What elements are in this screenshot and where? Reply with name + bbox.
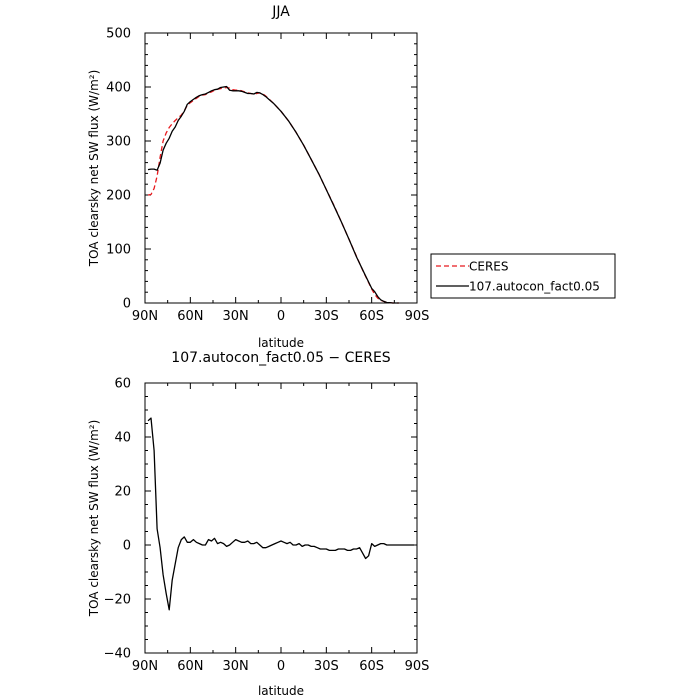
- x-tick-label: 0: [277, 309, 285, 324]
- legend-label-1: 107.autocon_fact0.05: [469, 280, 600, 294]
- x-tick-label: 30N: [223, 309, 249, 324]
- y-tick-label: 500: [106, 27, 131, 42]
- series-line-0: [147, 417, 414, 611]
- y-tick-label: 60: [114, 377, 131, 392]
- top-plot: JJA 90N 60N 30N 0 30S 60S 90S 0 100 200 300 400 500 la…: [87, 4, 429, 350]
- chart-title: JJA: [271, 4, 290, 20]
- x-tick-label: 60N: [177, 309, 203, 324]
- y-tick-label: −20: [104, 593, 131, 608]
- x-tick-label: 90S: [405, 659, 430, 674]
- y-tick-label: 300: [106, 135, 131, 150]
- x-tick-label: 90N: [132, 659, 158, 674]
- x-axis-label: latitude: [258, 336, 304, 350]
- y-tick-label: 100: [106, 243, 131, 258]
- y-axis-label: TOA clearsky net SW flux (W/m²): [87, 420, 101, 618]
- legend-box: [430, 253, 616, 299]
- bottom-plot: 107.autocon_fact0.05 − CERES 90N 60N 30N 0 30…: [87, 350, 429, 698]
- y-tick-label: 40: [114, 431, 131, 446]
- plot-frame: [144, 32, 418, 304]
- legend: CERES 107.autocon_fact0.05: [430, 253, 616, 299]
- x-tick-label: 60S: [359, 659, 384, 674]
- y-tick-label: 200: [106, 189, 131, 204]
- plot-frame: [144, 382, 418, 654]
- x-tick-label: 30N: [223, 659, 249, 674]
- chart-title: 107.autocon_fact0.05 − CERES: [171, 350, 391, 366]
- x-tick-label: 30S: [314, 309, 339, 324]
- x-tick-label: 60S: [359, 309, 384, 324]
- x-axis-label: latitude: [258, 684, 304, 698]
- y-tick-label: 0: [123, 539, 131, 554]
- series-line-1: [147, 85, 399, 304]
- x-tick-label: 90S: [405, 309, 430, 324]
- series-line-0: [147, 86, 399, 304]
- y-axis-label: TOA clearsky net SW flux (W/m²): [87, 70, 101, 268]
- y-tick-label: 0: [123, 297, 131, 312]
- x-tick-label: 0: [277, 659, 285, 674]
- y-tick-label: 20: [114, 485, 131, 500]
- y-tick-label: −40: [104, 647, 131, 662]
- x-tick-label: 90N: [132, 309, 158, 324]
- y-tick-label: 400: [106, 81, 131, 96]
- x-tick-label: 60N: [177, 659, 203, 674]
- legend-label-0: CERES: [469, 260, 509, 274]
- x-tick-label: 30S: [314, 659, 339, 674]
